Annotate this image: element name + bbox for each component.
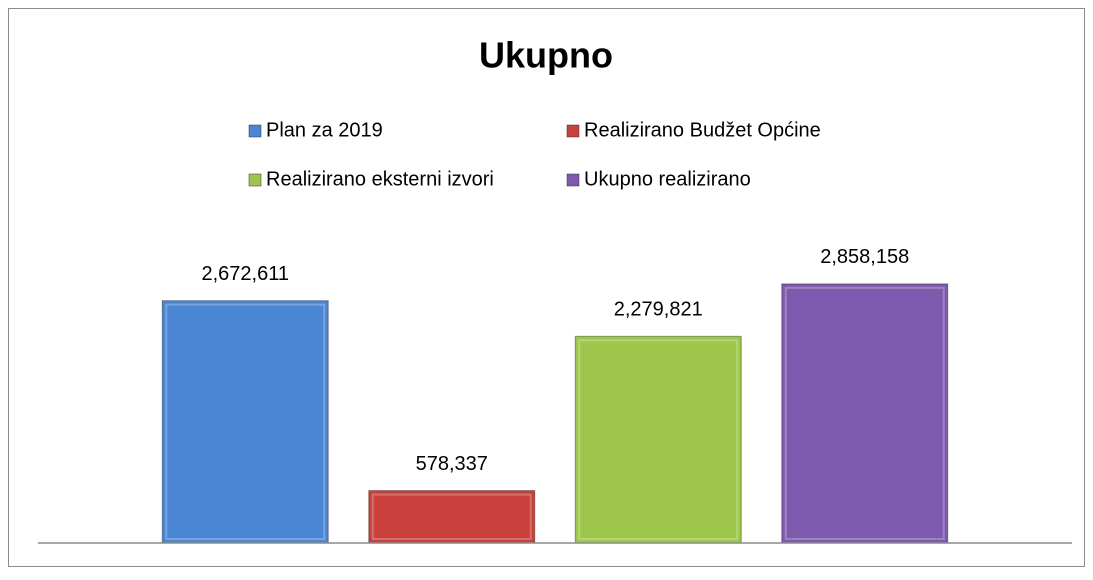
legend-label: Ukupno realizirano bbox=[584, 168, 751, 190]
bar-bevel bbox=[165, 303, 326, 540]
legend-marker bbox=[248, 124, 262, 138]
bar-bevel bbox=[578, 339, 739, 540]
legend-marker bbox=[566, 124, 580, 138]
legend-marker bbox=[566, 173, 580, 187]
chart-title: Ukupno bbox=[479, 35, 613, 76]
legend-marker bbox=[248, 173, 262, 187]
data-label: 2,672,611 bbox=[202, 263, 290, 285]
legend-label: Realizirano eksterni izvori bbox=[266, 168, 494, 190]
bar-bevel bbox=[784, 286, 945, 541]
legend-label: Plan za 2019 bbox=[266, 119, 383, 141]
data-label: 2,858,158 bbox=[820, 246, 909, 268]
data-label: 2,279,821 bbox=[614, 299, 703, 321]
bar bbox=[368, 490, 536, 544]
bar bbox=[781, 283, 949, 544]
data-label: 578,337 bbox=[416, 453, 488, 475]
bar-bevel bbox=[371, 493, 532, 541]
legend-label: Realizirano Budžet Općine bbox=[584, 119, 821, 141]
bar bbox=[161, 300, 329, 544]
bar bbox=[574, 335, 742, 544]
